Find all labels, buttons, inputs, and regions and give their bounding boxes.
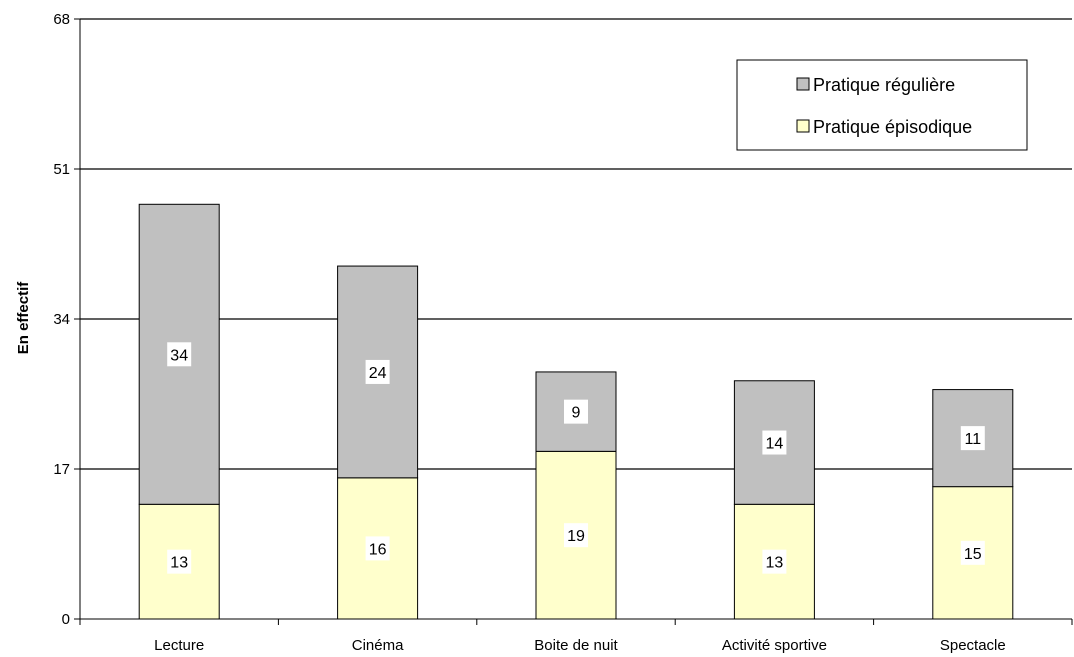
data-label: 16	[369, 541, 387, 558]
data-label-bg	[167, 549, 192, 574]
data-label-bg	[762, 430, 787, 455]
y-tick-label: 17	[53, 461, 70, 478]
y-axis-title: En effectif	[15, 281, 32, 355]
data-label: 13	[766, 555, 784, 572]
data-label-bg	[564, 399, 588, 424]
data-label: 9	[572, 405, 581, 422]
data-label-bg	[762, 549, 787, 574]
bars: 13 34 16 24 19 9 13 14 15 11	[138, 203, 1014, 620]
data-label: 11	[964, 431, 981, 448]
category-labels: Lecture Cinéma Boite de nuit Activité sport…	[154, 637, 1006, 654]
legend-entry: Pratique régulière	[813, 75, 955, 95]
y-tick-label: 51	[53, 161, 70, 178]
legend-box	[736, 59, 1028, 151]
data-label-bg	[167, 342, 192, 367]
legend-swatch	[796, 119, 810, 133]
data-label: 13	[170, 555, 188, 572]
gridlines	[74, 18, 1072, 620]
data-label: 19	[567, 528, 585, 545]
data-label-bg	[365, 359, 390, 384]
category-label: Boite de nuit	[534, 637, 618, 654]
y-tick-label: 34	[53, 311, 70, 328]
data-label: 24	[369, 365, 387, 382]
y-tick-labels: 0 17 34 51 68	[53, 11, 70, 628]
data-label-bg	[960, 426, 985, 451]
data-label-bg	[960, 540, 985, 565]
category-label: Cinéma	[352, 637, 404, 654]
legend-entry: Pratique épisodique	[813, 117, 972, 137]
legend-swatch	[796, 77, 810, 91]
data-label: 15	[964, 546, 982, 563]
axes	[79, 19, 1073, 625]
data-label-bg	[564, 523, 588, 548]
y-tick-label: 0	[62, 611, 70, 628]
category-label: Lecture	[154, 637, 204, 654]
category-label: Spectacle	[940, 637, 1006, 654]
data-label: 14	[766, 436, 784, 453]
data-label: 34	[170, 347, 188, 364]
category-label: Activité sportive	[722, 637, 827, 654]
y-tick-label: 68	[53, 11, 70, 28]
bar-segment	[138, 503, 220, 620]
data-label-bg	[365, 536, 390, 561]
legend: Pratique régulière Pratique épisodique	[736, 59, 1028, 151]
